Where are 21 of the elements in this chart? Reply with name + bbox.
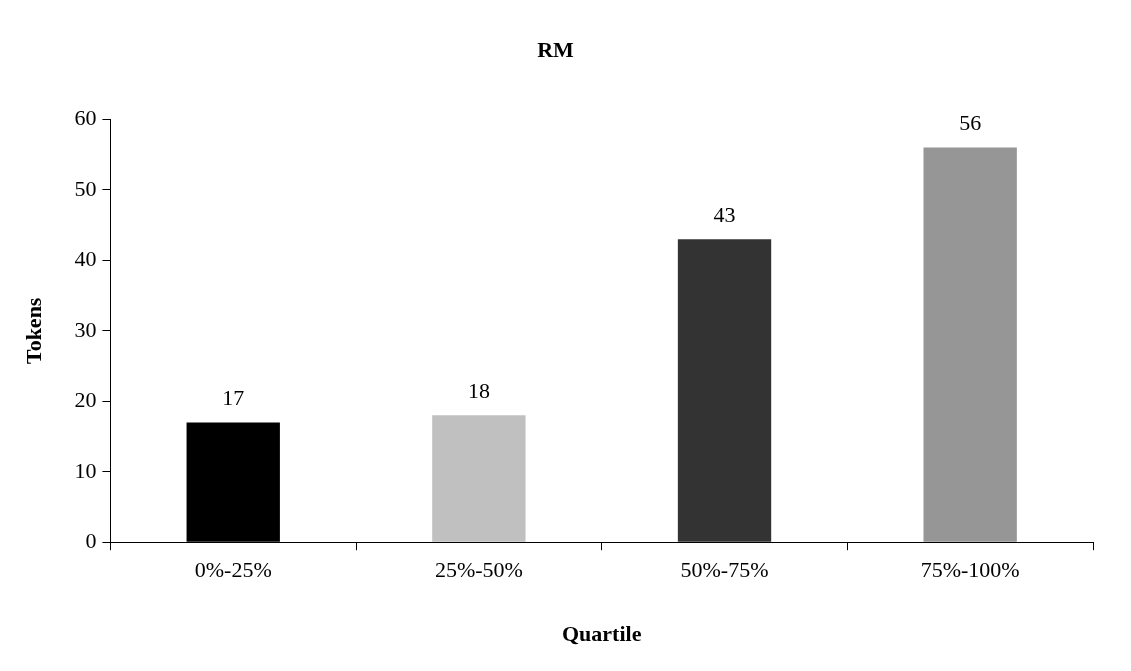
y-tick-label: 30: [74, 316, 97, 342]
data-label: 56: [959, 110, 982, 136]
y-tick-label: 0: [85, 527, 97, 553]
data-label: 18: [467, 378, 490, 404]
y-tick-label: 40: [74, 246, 97, 272]
y-tick-label: 10: [74, 457, 97, 483]
chart-title: RM: [537, 36, 575, 62]
x-tick-label: 0%-25%: [194, 557, 272, 583]
y-tick-label: 60: [74, 105, 97, 131]
bar: [923, 147, 1017, 542]
y-tick-label: 20: [74, 387, 97, 413]
y-axis-title: Tokens: [20, 297, 46, 365]
bar: [432, 415, 526, 542]
x-axis-title: Quartile: [561, 621, 642, 647]
x-tick-label: 50%-75%: [680, 557, 769, 583]
x-tick-label: 75%-100%: [920, 557, 1020, 583]
x-tick-label: 25%-50%: [434, 557, 523, 583]
data-label: 43: [713, 201, 736, 227]
bar: [677, 239, 772, 542]
data-label: 17: [222, 385, 245, 411]
y-tick-label: 50: [74, 175, 97, 201]
